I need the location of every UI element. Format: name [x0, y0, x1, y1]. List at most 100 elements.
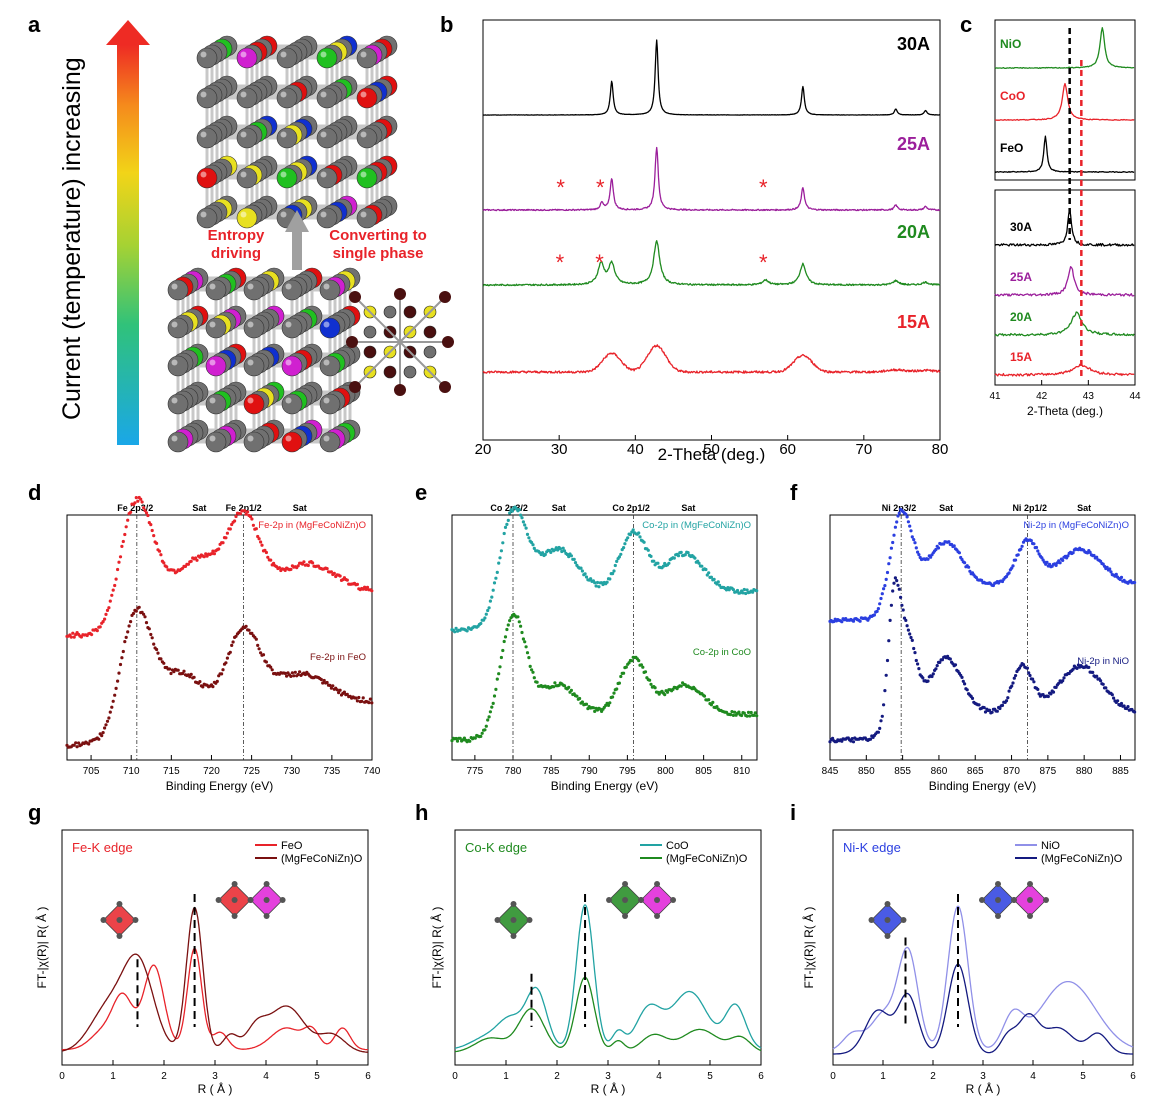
conversion-arrow [292, 230, 302, 270]
data-point [938, 660, 942, 665]
data-point [224, 536, 228, 540]
data-point [360, 699, 364, 704]
data-point [72, 635, 76, 639]
data-point [508, 619, 512, 623]
data-point [704, 567, 708, 572]
lattice-atom [316, 127, 338, 149]
data-point [1006, 696, 1010, 700]
data-point [742, 711, 746, 715]
octahedron-atom [1011, 897, 1017, 903]
data-point [139, 497, 143, 501]
data-point [893, 525, 898, 529]
data-point [192, 675, 196, 679]
x-tick-label: 775 [467, 766, 484, 777]
data-point [104, 612, 108, 617]
data-point [917, 553, 921, 557]
data-point [486, 718, 490, 722]
atom-highlight [171, 397, 178, 404]
panel-label-e: e [415, 480, 427, 505]
data-point [194, 556, 198, 560]
lattice-atom [319, 317, 341, 339]
data-point [1057, 681, 1061, 685]
data-point [1032, 542, 1036, 546]
lattice-atom [205, 431, 227, 453]
data-point [250, 631, 254, 636]
data-point [144, 511, 149, 515]
data-point [977, 703, 981, 707]
data-point [129, 620, 133, 624]
data-point [1007, 571, 1011, 575]
data-point [524, 645, 528, 649]
data-point [172, 568, 176, 572]
chart-i-exafs-ni: 0 1 2 3 4 5 6 R ( Å ) NiO(MgFeCoNiZn)O Ni-K edge F… [801, 829, 1136, 1096]
data-point [879, 596, 883, 601]
data-point [639, 663, 644, 667]
data-point [243, 509, 247, 513]
lattice-atom [167, 393, 189, 415]
data-point [646, 548, 650, 552]
series-label: Co-2p in CoO [693, 647, 751, 658]
spinel-atom [346, 336, 358, 348]
x-tick-label: 80 [932, 441, 949, 458]
x-tick-label: 885 [1112, 766, 1129, 777]
data-point [914, 658, 918, 663]
atom-highlight [240, 51, 247, 58]
data-point [934, 667, 938, 671]
spinel-bond [354, 296, 401, 343]
data-point [947, 540, 951, 544]
data-point [217, 547, 221, 551]
series-label: 15A [1010, 350, 1032, 364]
data-point [1014, 674, 1018, 678]
data-point [1091, 670, 1095, 675]
data-point [499, 549, 503, 553]
x-axis-label: Binding Energy (eV) [929, 779, 1036, 793]
data-point [700, 564, 704, 568]
data-point [354, 696, 358, 700]
data-point [501, 648, 505, 653]
lattice-atom [356, 207, 378, 229]
data-point [111, 699, 115, 703]
data-point [891, 540, 895, 545]
data-point [302, 560, 306, 564]
peak-label: Sat [293, 503, 307, 513]
atom-highlight [240, 131, 247, 138]
data-point [908, 632, 912, 636]
xrd-zoom-CoO [994, 82, 1135, 121]
data-point [1049, 692, 1053, 696]
data-point [257, 647, 261, 651]
data-point [490, 705, 494, 709]
data-point [883, 689, 887, 693]
x-tick-label: 30 [551, 441, 568, 458]
data-point [1061, 558, 1065, 563]
data-point [591, 706, 596, 710]
data-point [1051, 690, 1056, 694]
data-point [626, 536, 630, 540]
data-point [623, 542, 627, 546]
data-point [840, 620, 844, 624]
data-point [961, 679, 965, 683]
data-point [617, 555, 622, 559]
data-point [936, 546, 941, 550]
data-point [897, 511, 901, 515]
data-point [176, 668, 180, 672]
data-point [234, 514, 238, 519]
data-point [615, 687, 619, 691]
data-point [1028, 673, 1032, 678]
data-point [624, 665, 628, 669]
data-point [1061, 679, 1065, 683]
spinel-atom [383, 305, 397, 319]
data-point [679, 550, 683, 555]
spinel-atom [439, 291, 451, 303]
data-point [224, 661, 228, 665]
data-point [1032, 680, 1036, 684]
y-axis-label: FT-|χ(R)| R( Å ) [429, 907, 444, 989]
data-point [521, 520, 526, 524]
data-point [957, 551, 962, 555]
chart-d-xps-fe: 705 710 715 720 725 730 735 740 Binding Energy (… [65, 495, 381, 793]
spinel-atom [349, 381, 361, 393]
data-point [110, 593, 114, 597]
data-point [120, 656, 124, 660]
data-point [589, 577, 593, 581]
octahedron-atom [654, 897, 661, 903]
lattice-spinel [346, 288, 454, 396]
